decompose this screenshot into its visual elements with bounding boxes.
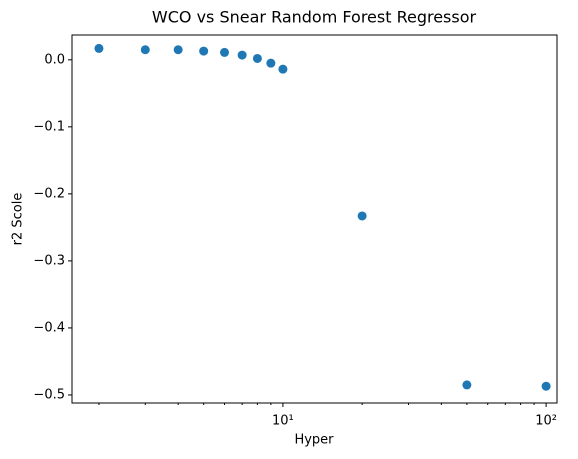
point xyxy=(94,43,104,53)
point xyxy=(252,53,262,63)
point xyxy=(357,211,367,221)
point xyxy=(462,380,472,390)
x-tick-label: 10¹ xyxy=(272,414,294,429)
y-tick-label: −0.4 xyxy=(33,320,65,335)
point xyxy=(140,45,150,55)
point xyxy=(220,47,230,57)
point xyxy=(266,58,276,68)
y-axis-label: r2 Scole xyxy=(11,193,26,246)
point xyxy=(541,381,551,391)
x-tick-label: 10² xyxy=(535,414,557,429)
point xyxy=(278,64,288,74)
y-tick-label: −0.2 xyxy=(33,186,65,201)
y-tick-label: −0.5 xyxy=(33,387,65,402)
y-tick-label: −0.1 xyxy=(33,119,65,134)
axes-frame xyxy=(71,34,558,404)
y-tick-label: −0.3 xyxy=(33,253,65,268)
x-axis-label: Hyper xyxy=(294,433,334,448)
point xyxy=(173,45,183,55)
chart-title: WCO vs Snear Random Forest Regressor xyxy=(152,8,477,27)
point xyxy=(199,46,209,56)
point xyxy=(237,50,247,60)
y-tick-label: 0.0 xyxy=(44,52,65,67)
